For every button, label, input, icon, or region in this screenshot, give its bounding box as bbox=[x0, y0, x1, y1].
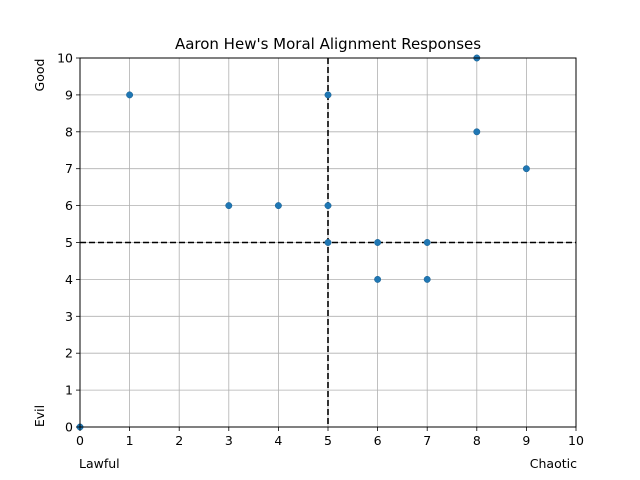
y-tick-label: 9 bbox=[65, 87, 73, 102]
y-tick-label: 3 bbox=[65, 309, 73, 324]
y-tick-label: 0 bbox=[65, 420, 73, 435]
y-tick-label: 6 bbox=[65, 198, 73, 213]
y-tick-label: 4 bbox=[65, 272, 73, 287]
y-tick-label: 5 bbox=[65, 235, 73, 250]
y-bottom-label: Evil bbox=[32, 405, 47, 427]
data-points bbox=[76, 54, 530, 431]
scatter-point bbox=[374, 275, 382, 283]
scatter-point bbox=[473, 128, 481, 136]
x-tick-label: 3 bbox=[225, 433, 233, 448]
scatter-point bbox=[126, 91, 134, 99]
y-tick-label: 1 bbox=[65, 383, 73, 398]
x-tick-label: 1 bbox=[126, 433, 134, 448]
y-tick-label: 10 bbox=[57, 51, 73, 66]
scatter-point bbox=[374, 239, 382, 246]
axis-ticks: 0 1 2 3 4 5 6 7 8 9 10 0 1 2 3 4 5 6 7 8 9 10 bbox=[57, 51, 584, 449]
x-tick-label: 0 bbox=[76, 433, 84, 448]
chart-title: Aaron Hew's Moral Alignment Responses bbox=[175, 35, 481, 53]
x-left-label: Lawful bbox=[79, 456, 120, 471]
scatter-point bbox=[522, 165, 530, 173]
x-tick-label: 8 bbox=[473, 433, 481, 448]
y-tick-label: 2 bbox=[65, 346, 73, 361]
x-tick-label: 4 bbox=[274, 433, 282, 448]
scatter-point bbox=[423, 239, 431, 246]
scatter-point bbox=[324, 91, 332, 99]
x-right-label: Chaotic bbox=[530, 456, 577, 471]
scatter-point bbox=[225, 202, 233, 210]
y-top-label: Good bbox=[32, 59, 47, 92]
x-tick-label: 10 bbox=[568, 433, 584, 448]
x-tick-label: 6 bbox=[374, 433, 382, 448]
scatter-point bbox=[324, 202, 332, 210]
x-tick-label: 7 bbox=[423, 433, 431, 448]
x-tick-label: 5 bbox=[324, 433, 332, 448]
y-tick-label: 7 bbox=[65, 161, 73, 176]
scatter-point bbox=[423, 275, 431, 283]
scatter-point bbox=[324, 239, 332, 246]
x-tick-label: 2 bbox=[175, 433, 183, 448]
scatter-point bbox=[274, 202, 282, 210]
x-tick-label: 9 bbox=[522, 433, 530, 448]
y-tick-label: 8 bbox=[65, 124, 73, 139]
